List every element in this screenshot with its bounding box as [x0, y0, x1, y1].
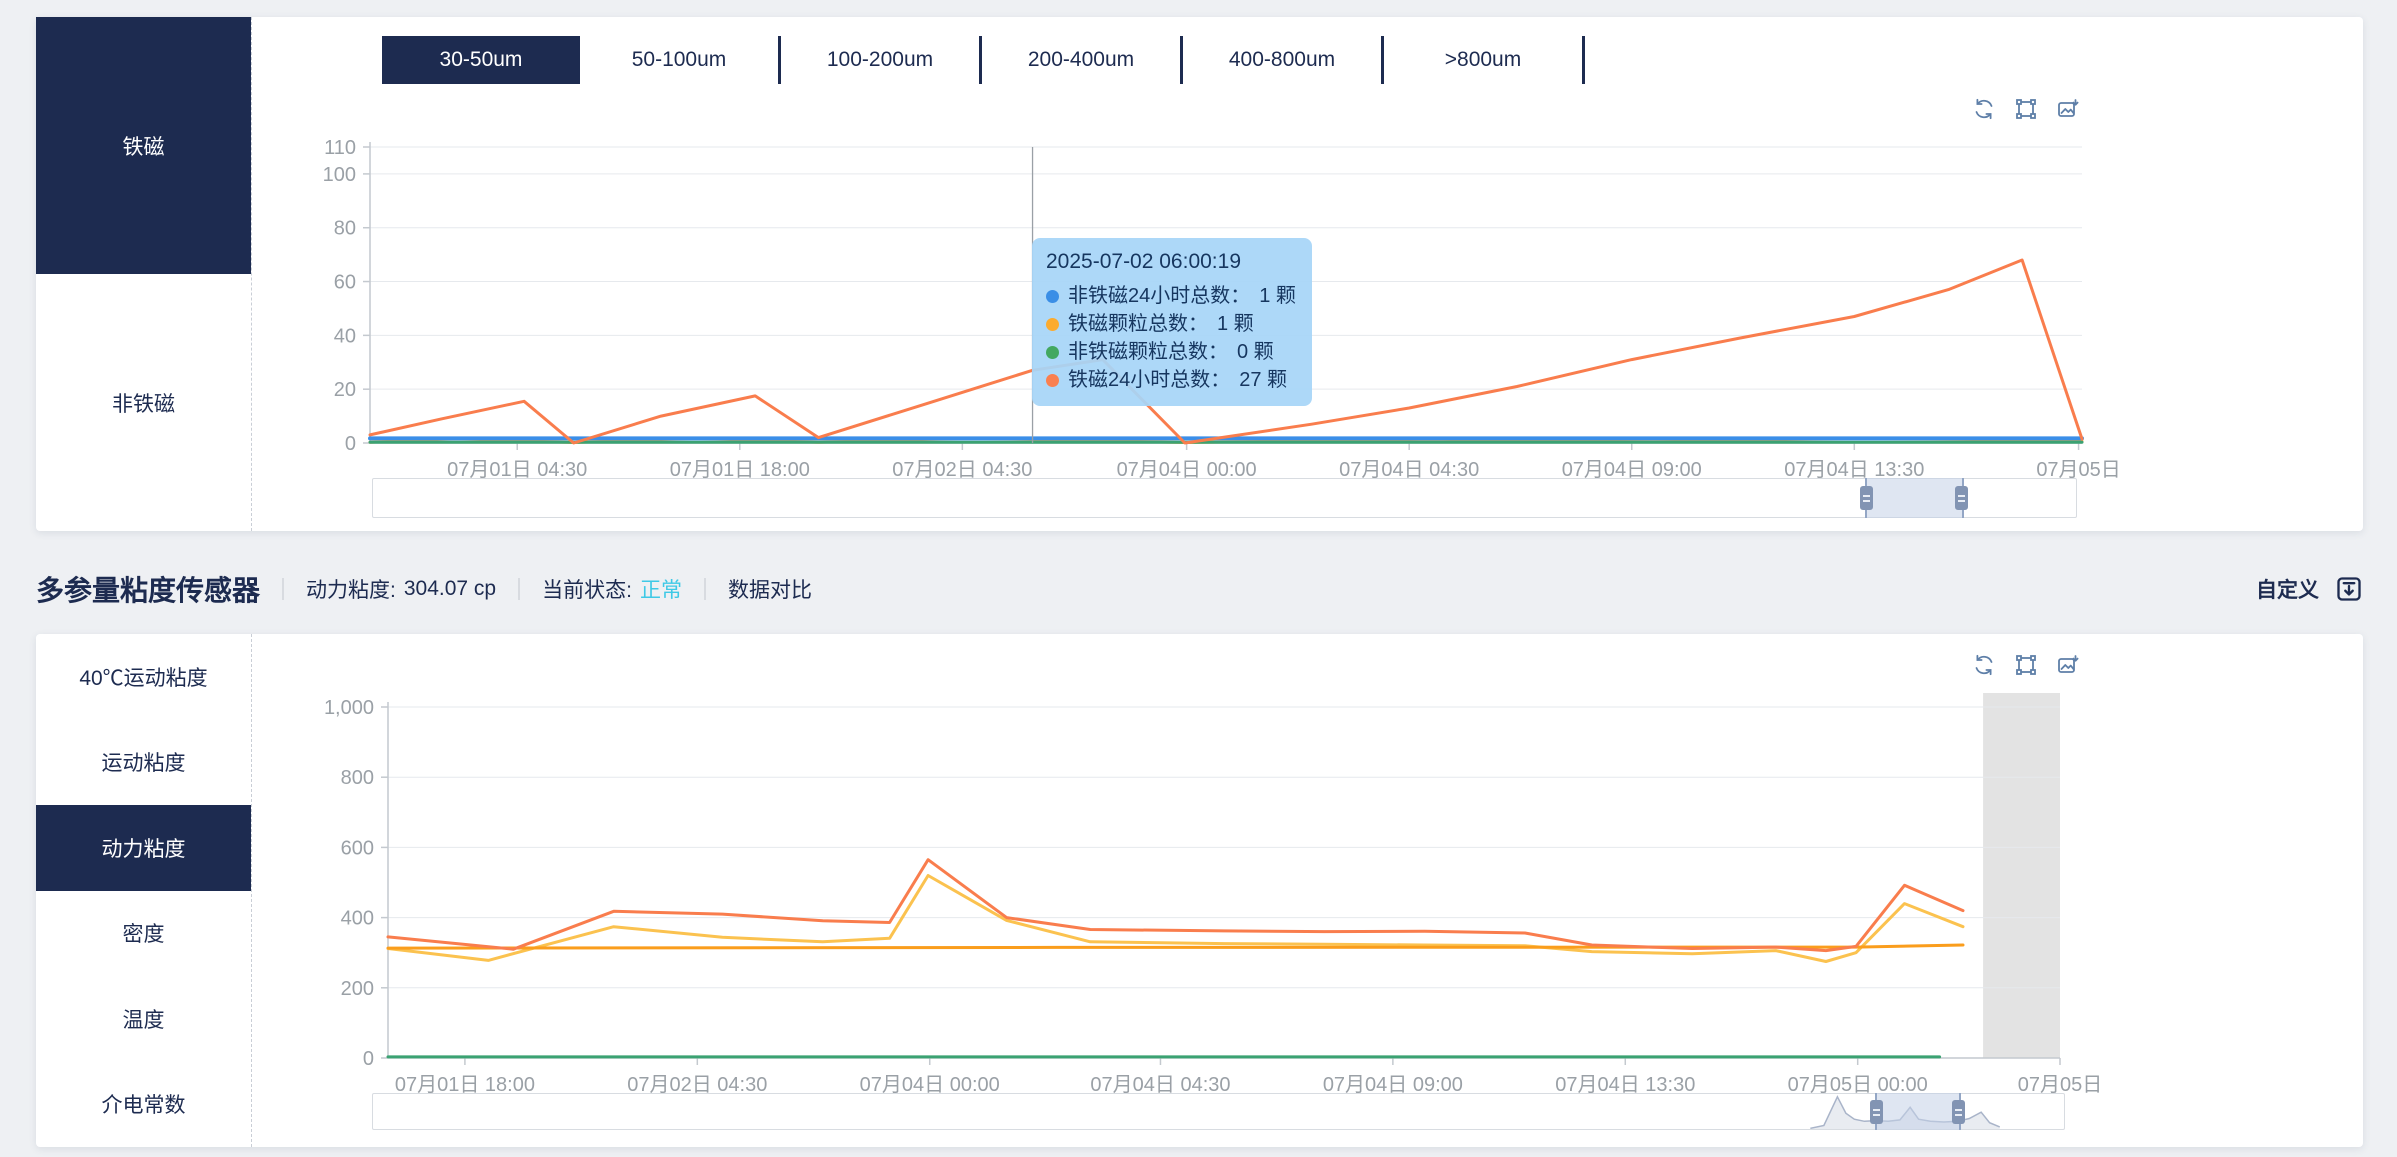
tab-gt-800um[interactable]: >800um: [1384, 36, 1582, 84]
tooltip-row: 铁磁颗粒总数： 1 颗: [1046, 310, 1296, 338]
metric-label: 动力粘度:: [306, 579, 396, 602]
tooltip-value: 27 颗: [1239, 369, 1288, 391]
series-dot-orange: [1046, 373, 1059, 387]
sidebar-item-density[interactable]: 密度: [122, 923, 165, 947]
viscosity-panel: [36, 634, 2363, 1147]
tooltip-label: 铁磁颗粒总数：: [1068, 313, 1208, 335]
header-divider: [703, 578, 706, 600]
box-zoom-icon[interactable]: [2014, 97, 2038, 121]
tooltip-value: 0 颗: [1237, 341, 1274, 363]
tab-100-200um[interactable]: 100-200um: [781, 36, 979, 84]
tab-400-800um[interactable]: 400-800um: [1183, 36, 1381, 84]
save-image-icon[interactable]: [2056, 97, 2080, 121]
tab-200-400um[interactable]: 200-400um: [982, 36, 1180, 84]
tooltip-value: 1 颗: [1259, 285, 1296, 307]
status-badge: 正常: [639, 579, 682, 602]
tooltip-row: 铁磁24小时总数： 27 颗: [1046, 366, 1296, 394]
datazoom-handle-right[interactable]: [1955, 486, 1969, 510]
custom-range-button[interactable]: 自定义: [2256, 579, 2319, 602]
tooltip-label: 非铁磁颗粒总数：: [1068, 341, 1228, 363]
datazoom-slider[interactable]: [372, 478, 2077, 518]
metric-value: 304.07 cp: [403, 577, 497, 600]
data-compare-link[interactable]: 数据对比: [727, 579, 812, 602]
tab-separator: [1582, 36, 1585, 84]
series-dot-green: [1046, 345, 1059, 359]
sidebar-item-non-ferromagnetic[interactable]: 非铁磁: [112, 392, 175, 416]
particle-size-tabs: 30-50um 50-100um 100-200um 200-400um 400…: [382, 36, 1585, 84]
tab-separator: [778, 36, 781, 84]
page-title: 多参量粘度传感器: [36, 575, 261, 606]
sidebar-item-kinematic-viscosity-40c[interactable]: 40℃运动粘度: [79, 666, 208, 690]
tab-30-50um[interactable]: 30-50um: [382, 36, 580, 84]
sidebar-item-dynamic-viscosity[interactable]: 动力粘度: [36, 805, 251, 891]
particle-sidebar: 铁磁 非铁磁: [36, 17, 252, 531]
viscosity-chart-toolbox: [1972, 653, 2080, 677]
status-label: 当前状态:: [542, 579, 632, 602]
tab-separator: [979, 36, 982, 84]
restore-icon[interactable]: [1972, 97, 1996, 121]
datazoom-handle-left[interactable]: [1859, 486, 1873, 510]
series-dot-blue: [1046, 289, 1059, 303]
save-image-icon[interactable]: [2056, 653, 2080, 677]
tooltip-label: 非铁磁24小时总数：: [1068, 285, 1251, 307]
datazoom-handle-right[interactable]: [1952, 1099, 1966, 1124]
tab-separator: [1381, 36, 1384, 84]
viscosity-sidebar: 40℃运动粘度 运动粘度 动力粘度 密度 温度 介电常数: [36, 634, 252, 1147]
datazoom-slider[interactable]: [372, 1093, 2065, 1130]
tooltip-row: 非铁磁24小时总数： 1 颗: [1046, 282, 1296, 310]
sidebar-item-ferromagnetic[interactable]: 铁磁: [36, 17, 251, 274]
header-divider: [518, 578, 521, 600]
chart-tooltip: 2025-07-02 06:00:19 非铁磁24小时总数： 1 颗 铁磁颗粒总数…: [1032, 238, 1312, 406]
tooltip-label: 铁磁24小时总数：: [1068, 369, 1231, 391]
box-zoom-icon[interactable]: [2014, 653, 2038, 677]
header-divider: [282, 578, 285, 600]
tab-separator: [1180, 36, 1183, 84]
particle-chart-toolbox: [1972, 97, 2080, 121]
datazoom-preview-sparkline: [373, 1094, 2064, 1129]
sidebar-item-kinematic-viscosity[interactable]: 运动粘度: [101, 752, 186, 776]
tooltip-timestamp: 2025-07-02 06:00:19: [1046, 250, 1241, 273]
tab-50-100um[interactable]: 50-100um: [580, 36, 778, 84]
tooltip-value: 1 颗: [1217, 313, 1254, 335]
series-dot-yellow: [1046, 317, 1059, 331]
datazoom-selection[interactable]: [1869, 1093, 1966, 1130]
tooltip-row: 非铁磁颗粒总数： 0 颗: [1046, 338, 1296, 366]
datazoom-handle-left[interactable]: [1869, 1099, 1883, 1124]
download-icon[interactable]: [2335, 575, 2363, 603]
sidebar-item-temperature[interactable]: 温度: [122, 1008, 165, 1032]
datazoom-selection[interactable]: [1859, 478, 1969, 518]
sidebar-item-dielectric-constant[interactable]: 介电常数: [101, 1094, 186, 1118]
viscosity-header: 多参量粘度传感器 动力粘度: 304.07 cp 当前状态: 正常 数据对比 自…: [36, 564, 2363, 614]
restore-icon[interactable]: [1972, 653, 1996, 677]
